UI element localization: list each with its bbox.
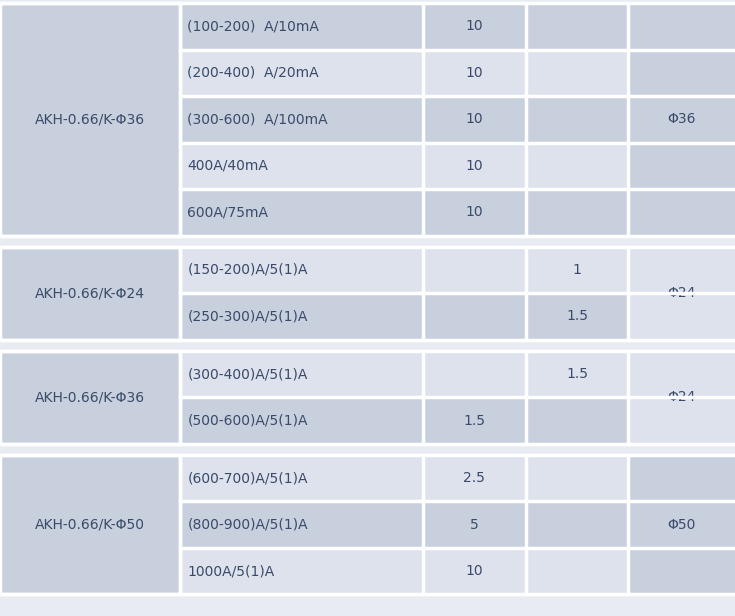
Bar (526, 293, 628, 340)
Bar (526, 501, 628, 548)
Bar (526, 96, 628, 143)
Bar (423, 189, 526, 235)
Text: (200-400)  A/20mA: (200-400) A/20mA (187, 66, 319, 80)
Bar (180, 3, 423, 49)
Text: AKH-0.66/K-Φ50: AKH-0.66/K-Φ50 (35, 517, 145, 532)
Text: Φ36: Φ36 (667, 112, 696, 126)
Bar (526, 548, 628, 594)
Bar (180, 293, 423, 340)
Bar (526, 397, 628, 444)
Bar (423, 49, 526, 96)
Bar (0, 351, 180, 444)
Bar (0, 455, 180, 594)
Text: (300-600)  A/100mA: (300-600) A/100mA (187, 112, 328, 126)
Text: 2.5: 2.5 (463, 471, 485, 485)
Text: Φ24: Φ24 (667, 391, 696, 404)
Bar (180, 96, 423, 143)
Bar (423, 143, 526, 189)
Bar (423, 293, 526, 340)
Bar (628, 351, 735, 444)
Text: (500-600)A/5(1)A: (500-600)A/5(1)A (187, 413, 308, 428)
Text: (100-200)  A/10mA: (100-200) A/10mA (187, 19, 319, 33)
Text: Φ24: Φ24 (667, 286, 696, 300)
Text: 10: 10 (465, 205, 483, 219)
Bar (526, 143, 628, 189)
Text: AKH-0.66/K-Φ36: AKH-0.66/K-Φ36 (35, 112, 145, 126)
Text: 600A/75mA: 600A/75mA (187, 205, 268, 219)
Bar (526, 49, 628, 96)
Text: 1.5: 1.5 (566, 309, 588, 323)
Bar (0, 246, 180, 340)
Text: AKH-0.66/K-Φ36: AKH-0.66/K-Φ36 (35, 391, 145, 404)
Text: 400A/40mA: 400A/40mA (187, 159, 268, 173)
Bar (628, 246, 735, 340)
Text: 10: 10 (465, 19, 483, 33)
Bar (423, 501, 526, 548)
Text: 10: 10 (465, 112, 483, 126)
Bar (180, 351, 423, 397)
Bar (423, 455, 526, 501)
Bar (526, 3, 628, 49)
Bar (526, 189, 628, 235)
Text: AKH-0.66/K-Φ24: AKH-0.66/K-Φ24 (35, 286, 145, 300)
Text: 1: 1 (573, 263, 581, 277)
Text: 10: 10 (465, 159, 483, 173)
Text: 10: 10 (465, 564, 483, 578)
Bar (180, 189, 423, 235)
Bar (180, 455, 423, 501)
Bar (180, 247, 423, 293)
Bar (0, 3, 180, 236)
Bar (423, 548, 526, 594)
Bar (180, 548, 423, 594)
Text: (600-700)A/5(1)A: (600-700)A/5(1)A (187, 471, 308, 485)
Text: (300-400)A/5(1)A: (300-400)A/5(1)A (187, 367, 308, 381)
Text: Φ50: Φ50 (667, 517, 696, 532)
Bar (526, 351, 628, 397)
Text: (150-200)A/5(1)A: (150-200)A/5(1)A (187, 263, 308, 277)
Bar (423, 247, 526, 293)
Text: 10: 10 (465, 66, 483, 80)
Bar (180, 143, 423, 189)
Bar (628, 3, 735, 236)
Bar (423, 96, 526, 143)
Text: 1.5: 1.5 (566, 367, 588, 381)
Bar (180, 49, 423, 96)
Bar (423, 351, 526, 397)
Bar (423, 3, 526, 49)
Text: 1.5: 1.5 (463, 413, 485, 428)
Text: 1000A/5(1)A: 1000A/5(1)A (187, 564, 275, 578)
Text: 5: 5 (470, 517, 478, 532)
Bar (180, 397, 423, 444)
Bar (628, 455, 735, 594)
Bar (526, 247, 628, 293)
Bar (526, 455, 628, 501)
Bar (180, 501, 423, 548)
Bar (423, 397, 526, 444)
Text: (800-900)A/5(1)A: (800-900)A/5(1)A (187, 517, 308, 532)
Text: (250-300)A/5(1)A: (250-300)A/5(1)A (187, 309, 308, 323)
